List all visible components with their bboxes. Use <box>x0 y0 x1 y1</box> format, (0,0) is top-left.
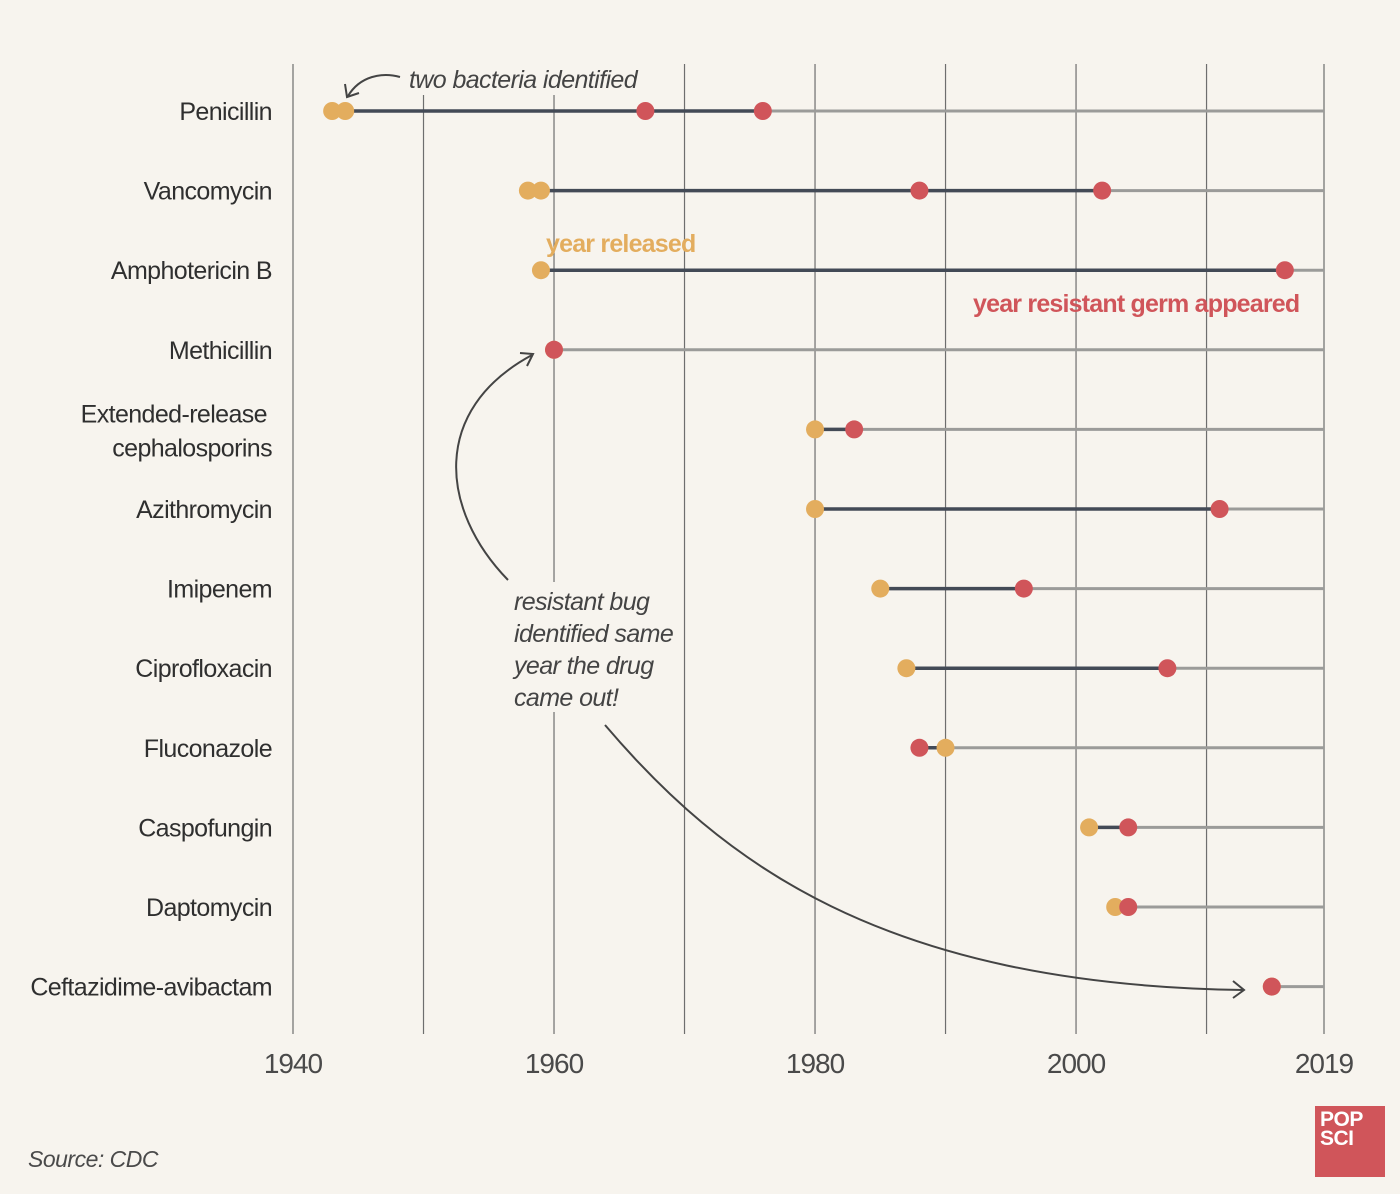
drug-label: Methicillin <box>169 337 272 365</box>
annotation-two-bacteria: two bacteria identified <box>409 66 639 94</box>
drug-row <box>806 420 1324 439</box>
drug-label-line: cephalosporins <box>112 434 272 462</box>
drug-label: Ceftazidime-avibactam <box>30 974 272 1002</box>
resistant-dot-2004 <box>1119 818 1138 837</box>
logo-line-2: SCI <box>1320 1127 1354 1150</box>
logo-line-1: POP <box>1320 1108 1363 1131</box>
drug-row <box>1080 818 1324 837</box>
drug-rows <box>323 102 1324 996</box>
annotation-same-year-line: resistant bug <box>514 588 650 616</box>
drug-row <box>518 181 1324 200</box>
resistant-dot-1967 <box>636 102 655 120</box>
drug-label: Daptomycin <box>146 894 272 922</box>
drug-label: Imipenem <box>167 576 272 604</box>
resistant-dot-1988 <box>910 181 929 200</box>
drug-row <box>1106 898 1324 916</box>
released-dot-1980 <box>806 500 825 518</box>
arrow-to-ceftazidime-icon <box>604 724 1245 991</box>
arrowhead-icon <box>519 352 535 367</box>
resistant-dot-2011 <box>1210 500 1229 518</box>
drug-labels: Penicillin Vancomycin Amphotericin B Methic… <box>30 98 272 1002</box>
x-tick-label-2000: 2000 <box>1047 1048 1106 1079</box>
released-dot-1958 <box>518 181 537 200</box>
drug-row <box>545 340 1324 359</box>
drug-row <box>323 102 1324 120</box>
annotation-mask <box>510 582 680 712</box>
drug-label: Ciprofloxacin <box>135 655 272 683</box>
x-tick-label-1940: 1940 <box>264 1048 323 1079</box>
released-dot-1959 <box>531 261 550 280</box>
released-dot-1980 <box>806 420 825 439</box>
drug-label: Penicillin <box>179 98 272 126</box>
annotation-same-year-line: year the drug <box>512 652 654 680</box>
annotation-mask <box>405 62 645 95</box>
released-dot-2001 <box>1080 818 1099 837</box>
drug-row <box>871 579 1324 598</box>
released-dot-1990 <box>936 738 955 757</box>
resistant-dot-2002 <box>1093 181 1112 200</box>
drug-row <box>531 261 1324 280</box>
drug-label: Amphotericin B <box>111 257 272 285</box>
annotation-same-year-line: came out! <box>514 684 619 712</box>
source-note: Source: CDC <box>28 1146 159 1172</box>
drug-label: Caspofungin <box>138 814 272 842</box>
resistant-dot-2004 <box>1119 898 1138 916</box>
resistant-dot-2015 <box>1262 977 1281 996</box>
drug-row <box>806 500 1324 518</box>
x-tick-label-1960: 1960 <box>525 1048 584 1079</box>
arrowhead-icon <box>1232 980 1246 999</box>
arrow-two-bacteria-icon <box>347 74 401 97</box>
resistant-dot-1976 <box>753 102 772 120</box>
x-axis-tick-labels: 1940 1960 1980 2000 2019 <box>264 1048 1355 1079</box>
drug-label: Azithromycin <box>136 496 272 524</box>
x-tick-label-1980: 1980 <box>786 1048 845 1079</box>
drug-label: Extended-release cephalosporins <box>81 400 272 462</box>
resistant-dot-1983 <box>845 420 864 439</box>
drug-row <box>1262 977 1324 996</box>
arrow-to-methicillin-icon <box>455 354 533 581</box>
released-dot-1987 <box>897 659 916 678</box>
popsci-logo: POP SCI <box>1315 1106 1385 1177</box>
resistant-dot-1988 <box>910 738 929 757</box>
drug-label-line: Extended-release <box>81 400 267 428</box>
legend-year-resistant: year resistant germ appeared <box>973 290 1299 318</box>
annotations: two bacteria identified year released year… <box>28 62 1300 1172</box>
released-dot-1943 <box>323 102 342 120</box>
drug-row <box>897 659 1324 678</box>
drug-label: Fluconazole <box>144 735 272 763</box>
annotation-same-year-line: identified same <box>514 620 673 648</box>
released-dot-2003 <box>1106 898 1125 916</box>
resistant-dot-2016 <box>1275 261 1294 280</box>
gridlines <box>292 64 1325 1034</box>
x-tick-label-2019: 2019 <box>1295 1048 1354 1079</box>
legend-year-released: year released <box>546 230 695 258</box>
arrowhead-icon <box>344 83 360 99</box>
resistant-dot-1996 <box>1014 579 1033 598</box>
drug-row <box>910 738 1324 757</box>
resistant-dot-2007 <box>1158 659 1177 678</box>
released-dot-1985 <box>871 579 890 598</box>
released-dot-1944 <box>336 102 355 120</box>
released-dot-1959 <box>531 181 550 200</box>
drug-label: Vancomycin <box>144 178 272 206</box>
resistant-dot-1960 <box>545 340 564 359</box>
